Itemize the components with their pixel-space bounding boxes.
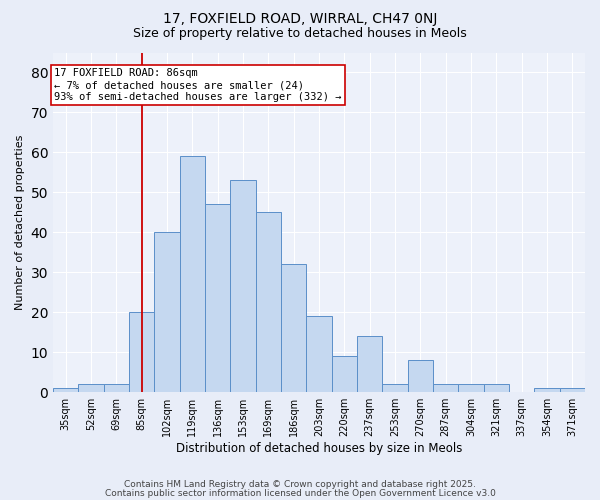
Bar <box>79 384 104 392</box>
Bar <box>357 336 382 392</box>
Bar <box>407 360 433 392</box>
Bar <box>332 356 357 392</box>
Bar <box>382 384 407 392</box>
Bar <box>535 388 560 392</box>
Bar <box>179 156 205 392</box>
Bar <box>484 384 509 392</box>
Bar <box>433 384 458 392</box>
Text: Contains HM Land Registry data © Crown copyright and database right 2025.: Contains HM Land Registry data © Crown c… <box>124 480 476 489</box>
Text: Contains public sector information licensed under the Open Government Licence v3: Contains public sector information licen… <box>104 489 496 498</box>
Bar <box>458 384 484 392</box>
Bar <box>281 264 307 392</box>
Bar <box>205 204 230 392</box>
Bar <box>307 316 332 392</box>
Text: 17 FOXFIELD ROAD: 86sqm
← 7% of detached houses are smaller (24)
93% of semi-det: 17 FOXFIELD ROAD: 86sqm ← 7% of detached… <box>55 68 342 102</box>
X-axis label: Distribution of detached houses by size in Meols: Distribution of detached houses by size … <box>176 442 462 455</box>
Bar <box>560 388 585 392</box>
Bar <box>53 388 79 392</box>
Bar <box>256 212 281 392</box>
Bar <box>230 180 256 392</box>
Bar <box>154 232 179 392</box>
Bar <box>129 312 154 392</box>
Bar <box>104 384 129 392</box>
Text: Size of property relative to detached houses in Meols: Size of property relative to detached ho… <box>133 28 467 40</box>
Y-axis label: Number of detached properties: Number of detached properties <box>15 134 25 310</box>
Text: 17, FOXFIELD ROAD, WIRRAL, CH47 0NJ: 17, FOXFIELD ROAD, WIRRAL, CH47 0NJ <box>163 12 437 26</box>
